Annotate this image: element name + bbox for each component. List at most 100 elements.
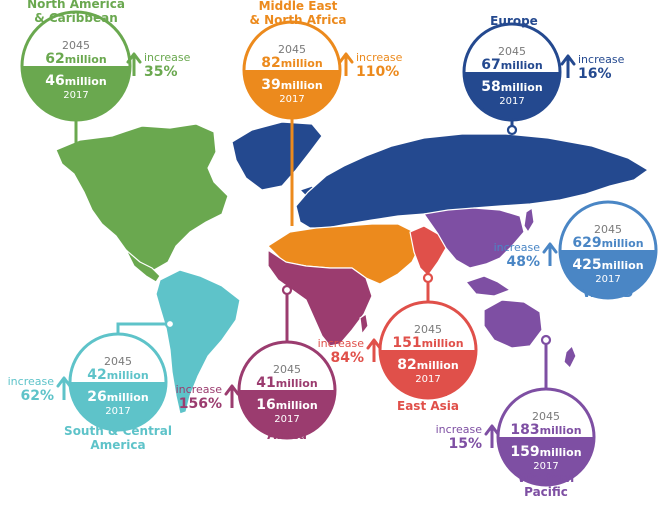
value-2017-eur: 58million [481,79,542,95]
connector-line-sca [116,322,168,334]
increase-arrowhead-sea [366,338,382,350]
circle-ring-sca [68,332,168,432]
value-2017-wp: 159million [510,444,581,460]
year-label-2045-nac: 2045 [62,39,90,52]
region-name-eur: Europe [490,14,538,28]
increase-arrowhead-eur [560,54,576,66]
circle-lower-half-wp [498,437,594,485]
value-2017-world: 425million [572,257,643,273]
map-region-europe [295,133,649,229]
region-name-sca: South & Central America [64,424,172,452]
map-region-new-zealand [563,345,577,369]
increase-arrowhead-wp [484,424,500,436]
connector-dot-eur [506,124,518,136]
increase-percent-eur: 16% [578,66,612,82]
circle-lower-half-sca [70,382,166,430]
region-name-wp: Western Pacific [518,471,574,499]
world-map [55,121,649,415]
region-name-afr: Africa [267,428,307,442]
map-region-east-asia [423,207,525,269]
year-label-2045-sca: 2045 [104,355,132,368]
increase-arrowhead-nac [126,52,142,64]
map-region-south-asia [409,225,447,277]
map-region-madagascar [359,313,369,335]
year-label-2045-mena: 2045 [278,43,306,56]
year-label-2017-eur: 2017 [499,96,524,107]
year-label-2017-afr: 2017 [274,414,299,425]
map-region-australia [483,299,543,349]
increase-arrowhead-sca [56,376,72,388]
circle-lower-half-mena [244,70,340,118]
value-2045-wp: 183million [510,422,581,438]
circle-lower-half-afr [239,390,335,438]
increase-percent-afr: 156% [179,396,222,412]
value-2017-afr: 16million [256,397,317,413]
increase-label-nac: increase [144,51,191,64]
circle-ring-sea [378,300,478,400]
value-2017-nac: 46million [45,73,106,89]
circle-ring-afr [237,340,337,440]
value-2017-sca: 26million [87,389,148,405]
value-2045-world: 629million [572,235,643,251]
map-region-north-america [55,123,229,271]
year-label-2017-wp: 2017 [533,461,558,472]
circle-lower-half-world [560,250,656,298]
increase-percent-mena: 110% [356,64,399,80]
map-region-south-america [155,269,241,415]
increase-percent-nac: 35% [144,64,178,80]
circle-ring-nac [20,10,132,122]
circle-ring-eur [462,22,562,122]
circle-ring-mena [242,20,342,120]
increase-label-mena: increase [356,51,403,64]
region-name-nac: North America & Caribbean [27,0,125,25]
year-label-2045-sea: 2045 [414,323,442,336]
increase-percent-sea: 84% [330,350,364,366]
increase-arrowhead-afr [224,384,240,396]
increase-label-sea: increase [318,337,365,350]
increase-label-eur: increase [578,53,625,66]
region-name-world: WORLD [583,286,633,300]
map-region-greenland [231,121,323,191]
value-2017-mena: 39million [261,77,322,93]
value-2045-sea: 151million [392,335,463,351]
region-name-mena: Middle East & North Africa [249,0,346,27]
connector-dot-afr [281,284,293,296]
year-label-2017-sca: 2017 [105,406,130,417]
increase-label-world: increase [494,241,541,254]
value-2045-afr: 41million [256,375,317,391]
map-region-southeast-asia-islands [465,275,511,297]
circle-ring-world [558,200,658,300]
region-callouts: 204562million46million2017increase35%Nor… [8,0,658,499]
circle-lower-half-eur [464,72,560,120]
increase-percent-wp: 15% [448,436,482,452]
year-label-2017-sea: 2017 [415,374,440,385]
increase-percent-sca: 62% [20,388,54,404]
year-label-2045-afr: 2045 [273,363,301,376]
year-label-2017-nac: 2017 [63,90,88,101]
circle-ring-wp [496,387,596,487]
map-region-japan [523,207,535,233]
year-label-2045-wp: 2045 [532,410,560,423]
increase-label-wp: increase [436,423,483,436]
value-2045-eur: 67million [481,57,542,73]
circle-lower-half-nac [22,66,130,120]
year-label-2017-mena: 2017 [279,94,304,105]
connector-dot-wp [540,334,552,346]
value-2045-nac: 62million [45,51,106,67]
value-2045-mena: 82million [261,55,322,71]
